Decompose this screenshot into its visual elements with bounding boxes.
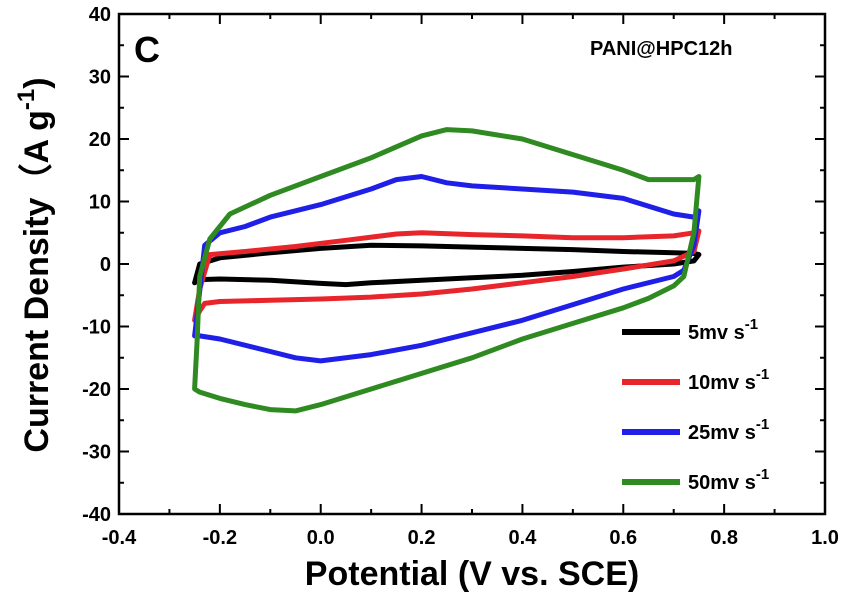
- y-tick-label: 40: [89, 4, 111, 26]
- x-tick-labels: -0.4 -0.2 0.0 0.2 0.4 0.6 0.8 1.0: [102, 527, 839, 549]
- x-tick-label: 0.6: [609, 527, 637, 549]
- legend-label-1: 5mv s-1: [688, 316, 758, 344]
- x-axis-title: Potential (V vs. SCE): [305, 555, 639, 593]
- y-tick-label: 20: [89, 129, 111, 151]
- x-tick-label: 0.4: [509, 527, 538, 549]
- legend-label-4: 50mv s-1: [688, 466, 769, 494]
- x-tick-label: -0.2: [203, 527, 237, 549]
- y-tick-label: -10: [82, 317, 111, 339]
- legend-label-text: 5mv s: [688, 322, 745, 344]
- legend-label-sup: -1: [756, 466, 769, 483]
- legend-label-3: 25mv s-1: [688, 416, 769, 444]
- y-tick-labels: 40 30 20 10 0 -10 -20 -30 -40: [82, 4, 111, 526]
- legend-label-sup: -1: [745, 316, 758, 333]
- x-tick-label: 0.0: [307, 527, 335, 549]
- sample-annotation: PANI@HPC12h: [590, 38, 733, 60]
- y-tick-label: 10: [89, 192, 111, 214]
- series-line-2: [192, 228, 702, 323]
- legend-label-sup: -1: [756, 366, 769, 383]
- y-tick-label: -30: [82, 442, 111, 464]
- x-tick-label: 0.8: [710, 527, 738, 549]
- y-axis-title: Current Density（A g-1): [13, 77, 56, 452]
- legend-label-sup: -1: [756, 416, 769, 433]
- legend-label-text: 50mv s: [688, 472, 756, 494]
- y-tick-label: 30: [89, 67, 111, 89]
- y-axis-title-sup: -1: [13, 89, 40, 110]
- x-tick-label: -0.4: [102, 527, 137, 549]
- x-tick-label: 0.2: [408, 527, 436, 549]
- series-line-4: [192, 127, 702, 414]
- series-line-1: [192, 242, 702, 288]
- legend-label-text: 10mv s: [688, 372, 756, 394]
- x-tick-label: 1.0: [811, 527, 839, 549]
- panel-label: C: [134, 29, 160, 70]
- y-tick-label: -40: [82, 504, 111, 526]
- y-axis-title-main: Current Density（A g: [17, 110, 56, 453]
- legend-label-text: 25mv s: [688, 422, 756, 444]
- y-axis-title-close: ): [18, 77, 56, 88]
- y-tick-label: -20: [82, 379, 111, 401]
- y-tick-label: 0: [100, 254, 111, 276]
- series-layer: [192, 127, 702, 414]
- legend-label-2: 10mv s-1: [688, 366, 769, 394]
- axis-ticks: [118, 13, 826, 515]
